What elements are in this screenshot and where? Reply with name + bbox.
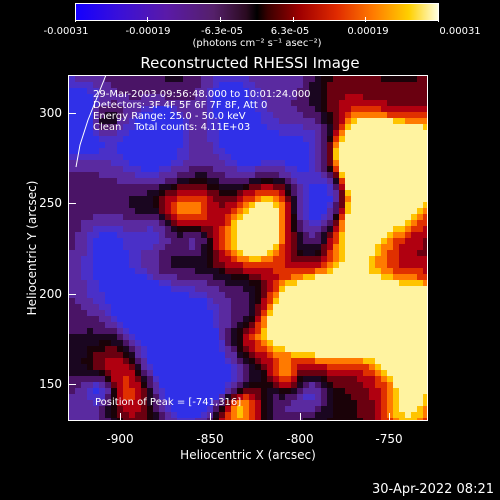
y-axis-label: Heliocentric Y (arcsec) [25,180,39,316]
x-tick-label: -900 [106,432,134,446]
x-tick-label: -750 [375,432,403,446]
colorbar-tick [293,17,294,22]
x-tick-mark [210,413,211,421]
x-tick-mark [120,413,121,421]
y-tick-mark [68,294,76,295]
y-tick-mark [68,384,76,385]
y-tick-label: 250 [39,196,62,210]
colorbar [75,3,439,21]
peak-position: Position of Peak = [-741,316] [95,397,242,408]
y-tick-mark [68,113,76,114]
info-clean: Clean Total counts: 4.11E+03 [93,122,251,133]
y-tick-label: 300 [39,106,62,120]
y-tick-label: 200 [39,287,62,301]
colorbar-tick [365,17,366,22]
colorbar-label: -0.00031 [43,26,89,37]
colorbar-tick [438,17,439,22]
colorbar-label: 6.3e-05 [270,26,310,37]
info-energy: Energy Range: 25.0 - 50.0 keV [93,111,246,122]
colorbar-label: -0.00019 [125,26,171,37]
image-title: Reconstructed RHESSI Image [140,54,360,72]
colorbar-label: 0.00019 [347,26,389,37]
colorbar-label: -6.3e-05 [201,26,243,37]
y-tick-mark [68,203,76,204]
y-tick-label: 150 [39,377,62,391]
x-axis-label: Heliocentric X (arcsec) [180,448,316,462]
heatmap [69,76,427,420]
render-timestamp: 30-Apr-2022 08:21 [372,482,494,497]
colorbar-units: (photons cm⁻² s⁻¹ asec⁻²) [192,38,322,49]
colorbar-tick [147,17,148,22]
x-tick-label: -800 [286,432,314,446]
colorbar-tick [220,17,221,22]
rhessi-image [68,75,428,421]
x-tick-label: -850 [196,432,224,446]
x-tick-mark [300,413,301,421]
info-detectors: Detectors: 3F 4F 5F 6F 7F 8F, Att 0 [93,100,268,111]
colorbar-tick [75,17,76,22]
x-tick-mark [389,413,390,421]
solar-limb-line [75,75,107,168]
colorbar-label: 0.00031 [439,26,481,37]
info-time: 29-Mar-2003 09:56:48.000 to 10:01:24.000 [93,89,311,100]
